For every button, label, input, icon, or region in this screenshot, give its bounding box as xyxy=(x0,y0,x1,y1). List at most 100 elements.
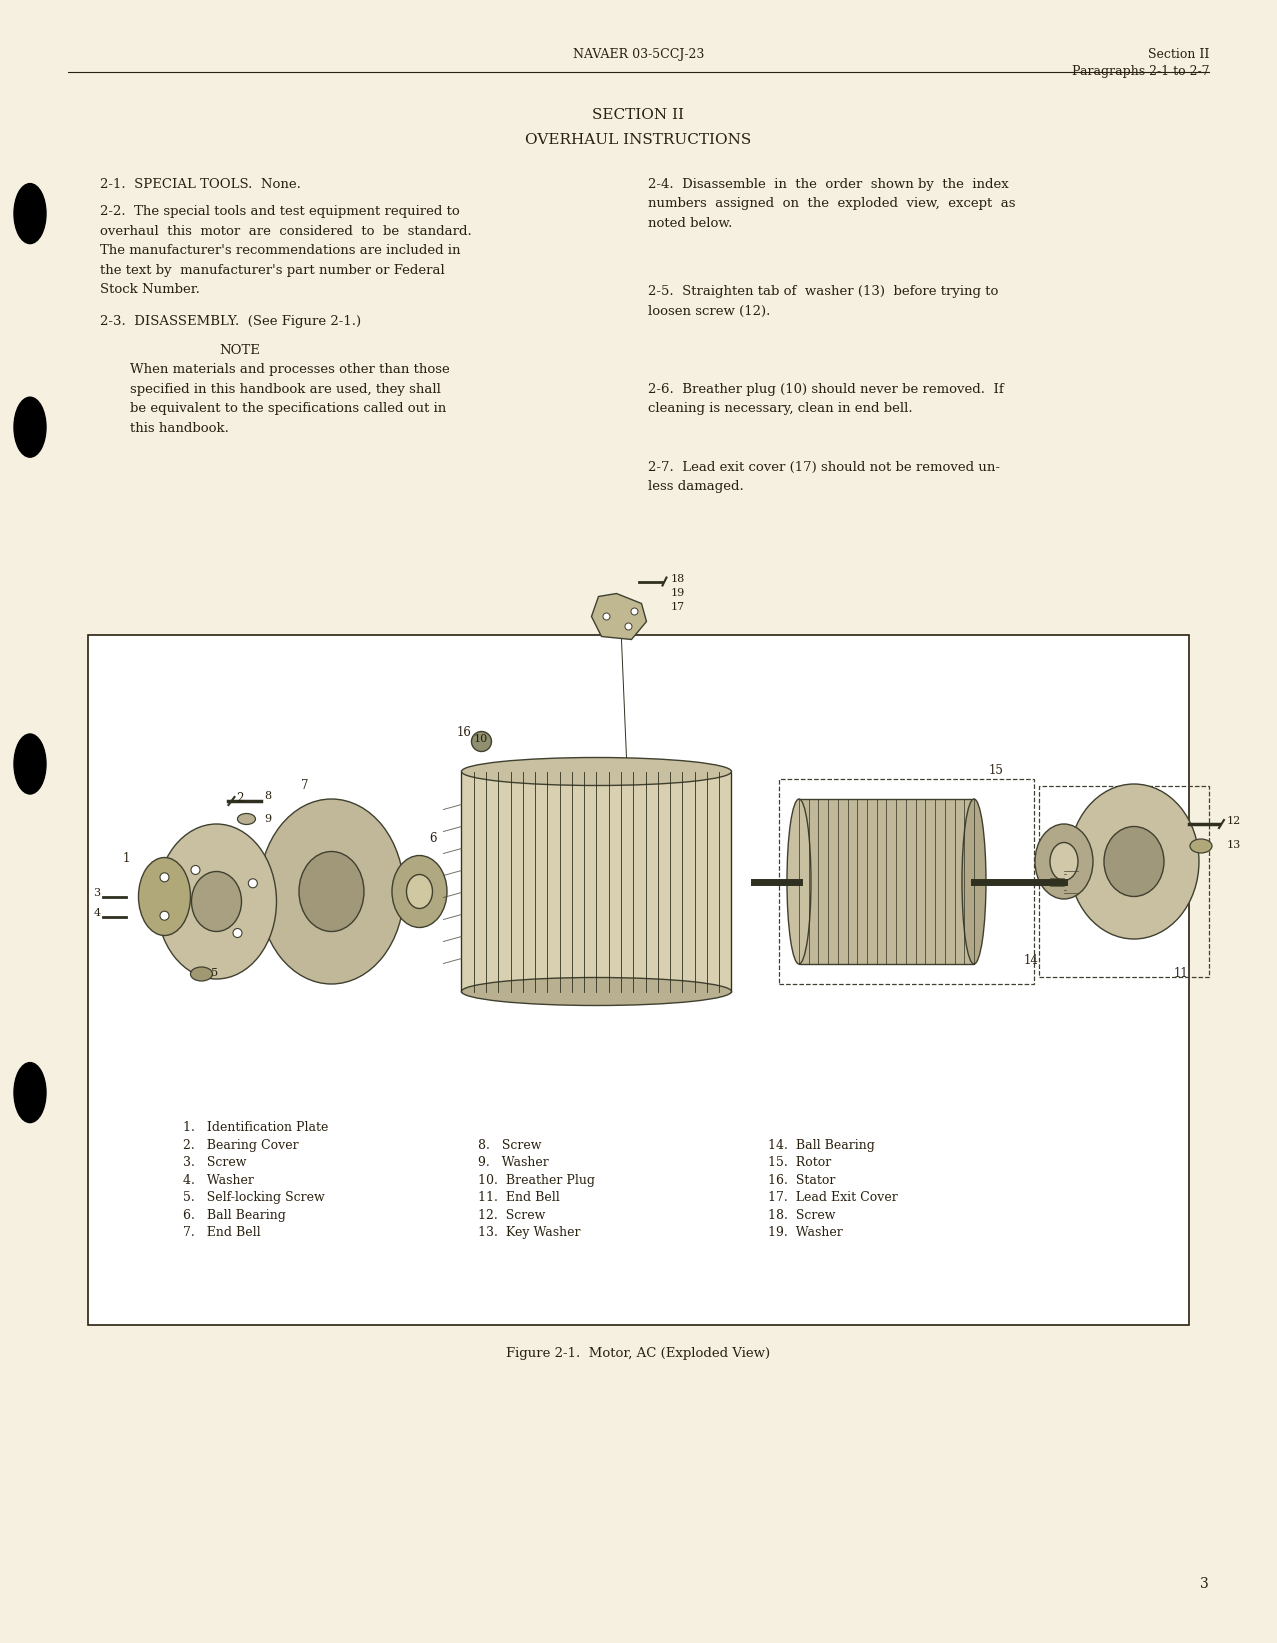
Polygon shape xyxy=(591,593,646,639)
Ellipse shape xyxy=(232,928,241,938)
Ellipse shape xyxy=(160,872,169,882)
Text: 2.   Bearing Cover: 2. Bearing Cover xyxy=(183,1139,299,1152)
Text: 14: 14 xyxy=(1024,955,1039,968)
Text: 7.   End Bell: 7. End Bell xyxy=(183,1226,261,1239)
Text: the text by  manufacturer's part number or Federal: the text by manufacturer's part number o… xyxy=(100,265,444,276)
Ellipse shape xyxy=(14,184,46,243)
Ellipse shape xyxy=(1105,826,1163,897)
Bar xyxy=(88,634,1189,1324)
Text: NOTE: NOTE xyxy=(220,343,261,357)
Text: 10.  Breather Plug: 10. Breather Plug xyxy=(478,1175,595,1186)
Text: NAVAER 03-5CCJ-23: NAVAER 03-5CCJ-23 xyxy=(573,48,704,61)
Text: Figure 2-1.  Motor, AC (Exploded View): Figure 2-1. Motor, AC (Exploded View) xyxy=(507,1347,770,1360)
Ellipse shape xyxy=(14,734,46,794)
Ellipse shape xyxy=(1034,825,1093,899)
Text: OVERHAUL INSTRUCTIONS: OVERHAUL INSTRUCTIONS xyxy=(525,133,752,146)
Ellipse shape xyxy=(461,757,732,785)
Text: 8: 8 xyxy=(264,790,272,802)
Ellipse shape xyxy=(238,813,255,825)
Ellipse shape xyxy=(176,915,185,925)
Text: 4: 4 xyxy=(93,909,101,918)
Text: 2-7.  Lead exit cover (17) should not be removed un-: 2-7. Lead exit cover (17) should not be … xyxy=(647,460,1000,473)
Text: 2-2.  The special tools and test equipment required to: 2-2. The special tools and test equipmen… xyxy=(100,205,460,219)
Text: Section II: Section II xyxy=(1148,48,1209,61)
Text: 4.   Washer: 4. Washer xyxy=(183,1175,254,1186)
Ellipse shape xyxy=(471,731,492,751)
Text: 5.   Self-locking Screw: 5. Self-locking Screw xyxy=(183,1191,324,1204)
Text: Stock Number.: Stock Number. xyxy=(100,283,200,296)
Text: this handbook.: this handbook. xyxy=(130,422,229,435)
Text: 9.   Washer: 9. Washer xyxy=(478,1157,549,1170)
Text: 12: 12 xyxy=(1227,817,1241,826)
Text: 2-1.  SPECIAL TOOLS.  None.: 2-1. SPECIAL TOOLS. None. xyxy=(100,177,301,191)
Ellipse shape xyxy=(1050,843,1078,881)
Ellipse shape xyxy=(14,1063,46,1122)
Ellipse shape xyxy=(1069,784,1199,940)
Text: 9: 9 xyxy=(264,813,272,825)
Text: 10: 10 xyxy=(474,733,488,744)
Text: specified in this handbook are used, they shall: specified in this handbook are used, the… xyxy=(130,383,441,396)
Ellipse shape xyxy=(192,866,200,874)
Ellipse shape xyxy=(392,856,447,928)
Text: 15.  Rotor: 15. Rotor xyxy=(767,1157,831,1170)
Text: When materials and processes other than those: When materials and processes other than … xyxy=(130,363,450,376)
Ellipse shape xyxy=(248,879,258,887)
Ellipse shape xyxy=(138,858,190,935)
Bar xyxy=(1039,785,1209,978)
Ellipse shape xyxy=(461,978,732,1006)
Text: numbers  assigned  on  the  exploded  view,  except  as: numbers assigned on the exploded view, e… xyxy=(647,197,1015,210)
Bar xyxy=(779,779,1034,984)
Ellipse shape xyxy=(406,874,433,909)
Text: 19: 19 xyxy=(670,588,684,598)
Text: 13.  Key Washer: 13. Key Washer xyxy=(478,1226,581,1239)
Bar xyxy=(461,772,732,991)
Text: cleaning is necessary, clean in end bell.: cleaning is necessary, clean in end bell… xyxy=(647,403,913,416)
Ellipse shape xyxy=(259,798,404,984)
Ellipse shape xyxy=(603,613,610,619)
Text: 1: 1 xyxy=(123,851,130,864)
Text: 11.  End Bell: 11. End Bell xyxy=(478,1191,559,1204)
Text: 14.  Ball Bearing: 14. Ball Bearing xyxy=(767,1139,875,1152)
Text: 5: 5 xyxy=(212,968,218,978)
Ellipse shape xyxy=(192,871,241,932)
Text: 2-3.  DISASSEMBLY.  (See Figure 2-1.): 2-3. DISASSEMBLY. (See Figure 2-1.) xyxy=(100,314,361,327)
Text: 8.   Screw: 8. Screw xyxy=(478,1139,541,1152)
Text: 16: 16 xyxy=(456,726,471,739)
Text: overhaul  this  motor  are  considered  to  be  standard.: overhaul this motor are considered to be… xyxy=(100,225,471,238)
Text: 11: 11 xyxy=(1174,968,1189,979)
Text: 1.   Identification Plate: 1. Identification Plate xyxy=(183,1122,328,1134)
Text: 18: 18 xyxy=(670,573,684,583)
Text: 2: 2 xyxy=(236,792,244,805)
Text: noted below.: noted below. xyxy=(647,217,733,230)
Text: Paragraphs 2-1 to 2-7: Paragraphs 2-1 to 2-7 xyxy=(1071,66,1209,77)
Ellipse shape xyxy=(787,798,811,964)
Text: 19.  Washer: 19. Washer xyxy=(767,1226,843,1239)
Text: 17.  Lead Exit Cover: 17. Lead Exit Cover xyxy=(767,1191,898,1204)
Text: 2-6.  Breather plug (10) should never be removed.  If: 2-6. Breather plug (10) should never be … xyxy=(647,383,1004,396)
Text: 17: 17 xyxy=(670,601,684,611)
Ellipse shape xyxy=(14,398,46,457)
Text: 2-5.  Straighten tab of  washer (13)  before trying to: 2-5. Straighten tab of washer (13) befor… xyxy=(647,286,999,299)
Text: 3: 3 xyxy=(93,889,101,899)
Text: 16.  Stator: 16. Stator xyxy=(767,1175,835,1186)
Ellipse shape xyxy=(631,608,638,614)
Ellipse shape xyxy=(160,912,169,920)
Text: 3.   Screw: 3. Screw xyxy=(183,1157,246,1170)
Text: less damaged.: less damaged. xyxy=(647,480,743,493)
Text: 6.   Ball Bearing: 6. Ball Bearing xyxy=(183,1209,286,1222)
Text: 18.  Screw: 18. Screw xyxy=(767,1209,835,1222)
Ellipse shape xyxy=(1190,840,1212,853)
Text: 15: 15 xyxy=(988,764,1004,777)
Ellipse shape xyxy=(190,968,212,981)
Text: loosen screw (12).: loosen screw (12). xyxy=(647,304,770,317)
Text: 2-4.  Disassemble  in  the  order  shown by  the  index: 2-4. Disassemble in the order shown by t… xyxy=(647,177,1009,191)
Text: be equivalent to the specifications called out in: be equivalent to the specifications call… xyxy=(130,403,446,416)
Ellipse shape xyxy=(157,825,277,979)
Ellipse shape xyxy=(962,798,986,964)
Text: 3: 3 xyxy=(1200,1577,1209,1590)
Text: 6: 6 xyxy=(429,831,437,845)
Ellipse shape xyxy=(624,623,632,629)
Text: The manufacturer's recommendations are included in: The manufacturer's recommendations are i… xyxy=(100,245,461,258)
Text: SECTION II: SECTION II xyxy=(593,108,684,122)
Bar xyxy=(799,798,974,964)
